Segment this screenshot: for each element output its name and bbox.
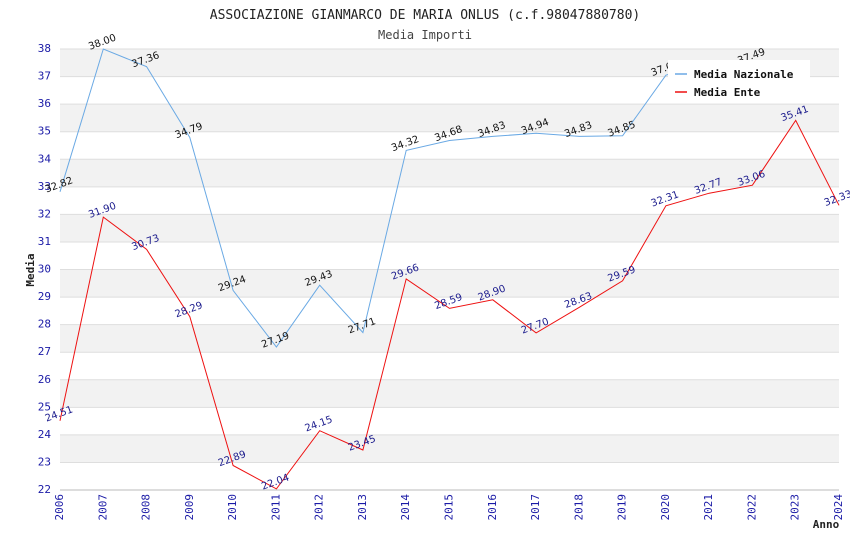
x-tick-label: 2021 — [702, 494, 715, 521]
grid-band — [60, 214, 839, 242]
legend-label-media-ente: Media Ente — [694, 86, 761, 99]
series-line-media-ente — [59, 119, 840, 490]
legend-box — [668, 60, 810, 102]
grid-band — [60, 324, 839, 353]
y-axis-label: Media — [24, 253, 37, 286]
x-tick-label: 2017 — [529, 494, 542, 521]
y-tick-label: 25 — [38, 400, 51, 413]
y-tick-label: 34 — [38, 152, 52, 165]
x-tick-label: 2023 — [789, 494, 802, 521]
x-tick-label: 2006 — [53, 494, 66, 521]
x-axis-label: Anno — [813, 518, 840, 531]
y-tick-label: 36 — [38, 97, 51, 110]
series-lines — [59, 48, 840, 490]
legend: Media Nazionale Media Ente — [668, 60, 810, 102]
y-tick-label: 27 — [38, 345, 51, 358]
x-tick-label: 2009 — [183, 494, 196, 521]
x-tick-labels: 2006 2007 2008 2009 2010 2011 2012 2013 2014 2015… — [53, 494, 845, 521]
y-tick-label: 28 — [38, 318, 51, 331]
y-tick-label: 30 — [38, 263, 51, 276]
chart-subtitle: Media Importi — [378, 28, 472, 42]
series-line-media-nazionale — [59, 48, 753, 348]
y-tick-label: 37 — [38, 70, 51, 83]
data-label: 28.29 — [174, 300, 205, 320]
legend-label-media-nazionale: Media Nazionale — [694, 68, 794, 81]
data-label: 34.32 — [390, 134, 421, 154]
x-tick-label: 2013 — [356, 494, 369, 521]
y-tick-labels: 22 23 24 25 26 27 28 29 30 31 32 33 34 35 36 37 38 — [38, 42, 52, 496]
grid-band — [60, 159, 839, 187]
y-tick-label: 31 — [38, 235, 51, 248]
x-tick-label: 2019 — [616, 494, 629, 521]
x-tick-label: 2016 — [486, 494, 499, 521]
grid-band — [60, 104, 839, 132]
y-tick-label: 32 — [38, 207, 51, 220]
grid-band — [60, 379, 839, 408]
y-tick-label: 22 — [38, 483, 51, 496]
x-tick-label: 2018 — [572, 494, 585, 521]
data-label: 32.82 — [44, 175, 75, 195]
x-tick-label: 2008 — [140, 494, 153, 521]
x-tick-label: 2014 — [399, 494, 412, 521]
grid-bands — [60, 49, 839, 463]
y-tick-label: 24 — [38, 428, 52, 441]
x-tick-label: 2020 — [659, 494, 672, 521]
x-tick-label: 2024 — [832, 494, 845, 521]
x-tick-label: 2010 — [226, 494, 239, 521]
grid-band — [60, 434, 839, 463]
y-tick-label: 26 — [38, 373, 51, 386]
x-tick-label: 2015 — [443, 494, 456, 521]
x-tick-label: 2012 — [313, 494, 326, 521]
y-tick-label: 29 — [38, 290, 51, 303]
chart-title: ASSOCIAZIONE GIANMARCO DE MARIA ONLUS (c… — [210, 8, 640, 23]
x-tick-label: 2007 — [96, 494, 109, 521]
grid-band — [60, 269, 839, 298]
data-label: 32.33 — [823, 189, 850, 209]
x-tick-label: 2022 — [745, 494, 758, 521]
y-tick-label: 35 — [38, 125, 51, 138]
x-tick-label: 2011 — [269, 494, 282, 521]
y-tick-label: 33 — [38, 180, 51, 193]
y-tick-label: 23 — [38, 455, 51, 468]
y-tick-label: 38 — [38, 42, 51, 55]
